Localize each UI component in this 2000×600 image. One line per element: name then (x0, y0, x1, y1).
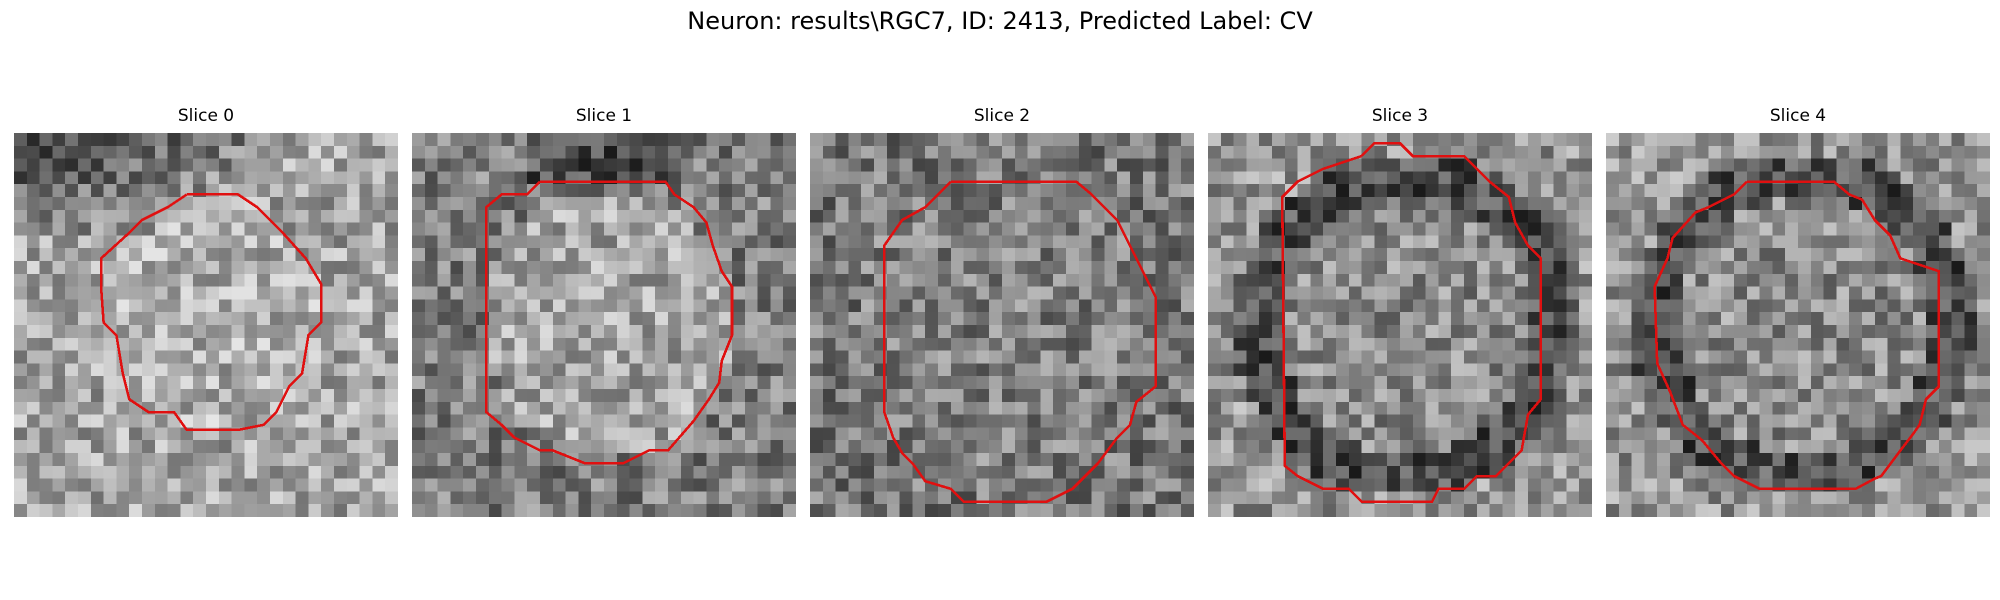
segmentation-contour (1653, 180, 1941, 491)
segmentation-contour (1280, 141, 1543, 503)
panel-title: Slice 2 (973, 106, 1031, 126)
slice-image (1208, 133, 1592, 517)
figure-title: Neuron: results\RGC7, ID: 2413, Predicte… (687, 7, 1313, 35)
panel-title: Slice 0 (177, 106, 235, 126)
panel-title: Slice 1 (575, 106, 633, 126)
panel-title: Slice 3 (1371, 106, 1429, 126)
slice-image (412, 133, 796, 517)
segmentation-contour (99, 193, 323, 432)
slice-image (810, 133, 1194, 517)
segmentation-contour (882, 180, 1157, 503)
panel-title: Slice 4 (1769, 106, 1827, 126)
segmentation-contour (484, 180, 734, 465)
slice-image (14, 133, 398, 517)
slice-image (1606, 133, 1990, 517)
